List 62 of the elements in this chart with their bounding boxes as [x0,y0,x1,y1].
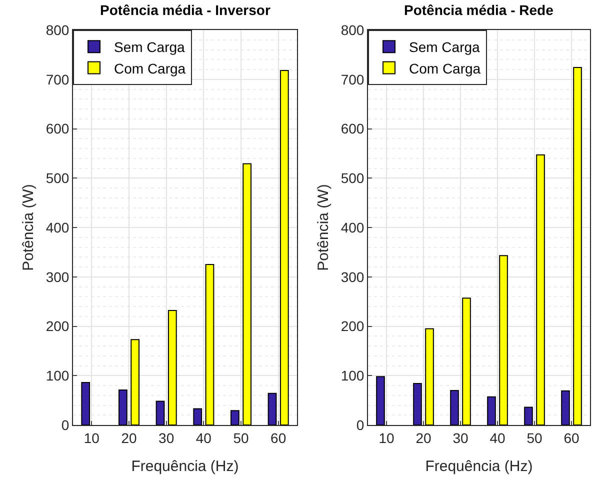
legend-label: Sem Carga [114,39,186,56]
bar [376,376,385,425]
y-tick-label: 200 [46,318,70,334]
x-tick-label: 10 [378,430,394,446]
bar [268,392,277,425]
x-tick-label: 50 [526,430,542,446]
bar [230,410,240,425]
bar [193,408,202,425]
x-tick-label: 30 [452,430,468,446]
bar [81,382,90,425]
bar [205,264,214,425]
x-tick-label: 40 [490,430,506,446]
bar [487,396,496,425]
bar [413,383,422,425]
y-tick-label: 100 [340,368,364,384]
y-tick-label: 300 [46,268,70,285]
bar [561,390,570,425]
y-tick-label: 100 [46,368,70,384]
chart-title: Potência média - Inversor [100,2,271,18]
bar [536,154,545,425]
bar [524,406,533,425]
y-tick-label: 500 [46,170,70,186]
bar [450,390,459,425]
x-tick-label: 10 [84,430,100,446]
y-axis-title: Potência (W) [315,184,332,271]
x-axis-title: Frequência (Hz) [425,458,533,475]
bar [462,298,471,425]
x-axis-title: Frequência (Hz) [131,458,239,475]
y-tick-label: 200 [340,318,364,334]
bar [118,389,128,425]
legend-label: Com Carga [114,60,186,76]
y-tick-label: 600 [340,120,364,137]
bar [280,70,289,425]
y-tick-label: 600 [46,120,70,137]
x-tick-label: 60 [270,430,286,446]
bar [168,310,177,425]
y-tick-label: 400 [340,219,364,236]
bar [242,163,252,425]
bar [499,255,508,425]
chart-title: Potência média - Rede [404,2,554,18]
y-tick-label: 0 [356,416,364,433]
x-tick-label: 50 [233,430,249,446]
y-tick-label: 700 [46,71,70,88]
bar [425,328,434,425]
x-tick-label: 20 [416,430,432,446]
y-tick-label: 0 [61,416,70,433]
x-tick-label: 30 [158,430,174,446]
x-tick-label: 20 [121,430,137,446]
bar [573,67,582,425]
legend-label: Com Carga [409,60,481,76]
y-tick-label: 800 [340,22,364,38]
y-tick-label: 500 [340,170,364,186]
y-tick-label: 400 [46,219,70,236]
y-tick-label: 700 [340,71,364,88]
y-axis-title: Potência (W) [20,184,38,271]
y-tick-label: 300 [340,268,364,285]
x-tick-label: 60 [564,430,580,446]
y-tick-label: 800 [46,22,70,38]
bar [130,339,140,425]
x-tick-label: 40 [196,430,212,446]
legend-label: Sem Carga [409,39,480,56]
bar [156,400,165,425]
